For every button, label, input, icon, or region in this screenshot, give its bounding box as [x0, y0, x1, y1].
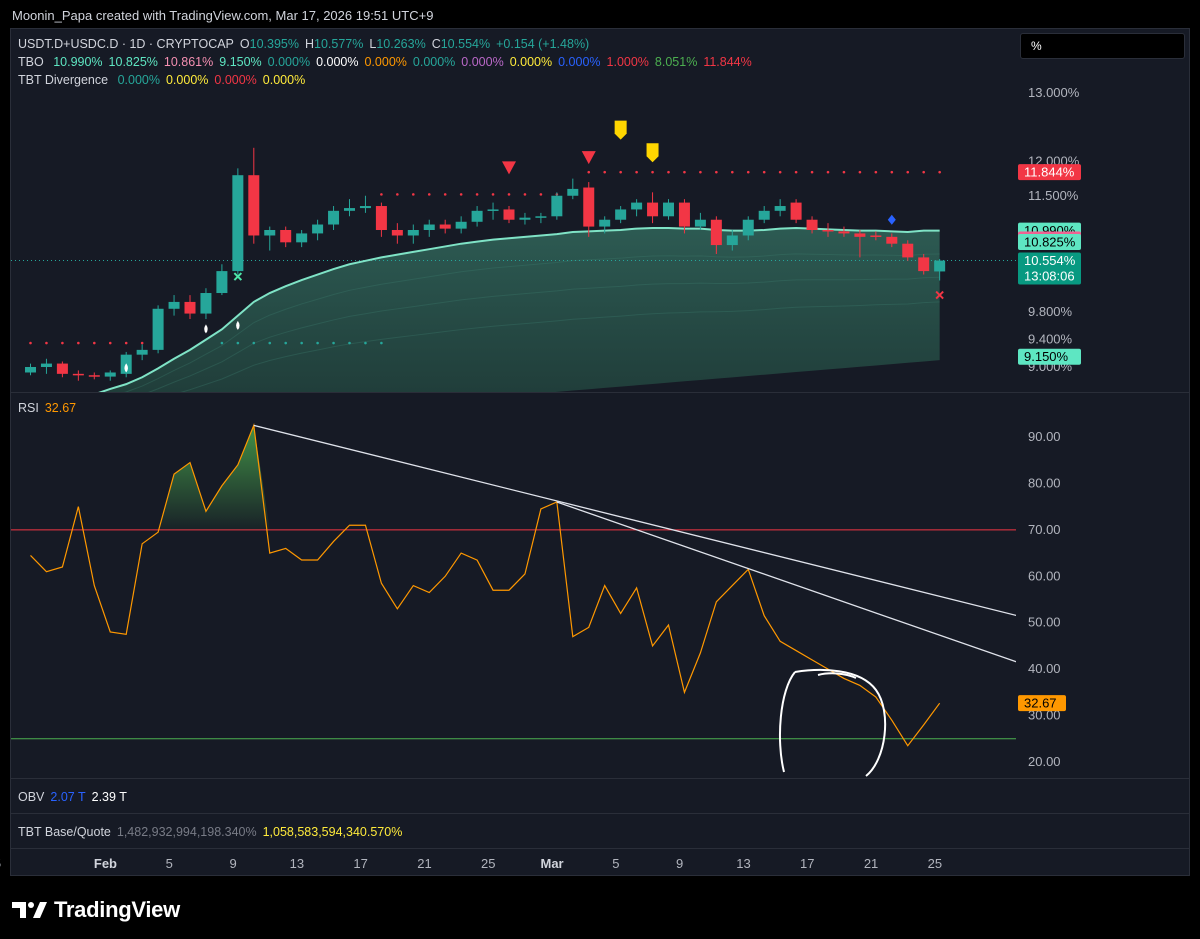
tbo-value-1: 10.825%: [108, 55, 158, 69]
tbo-value-5: 0.000%: [316, 55, 359, 69]
rsi-name[interactable]: RSI: [18, 401, 39, 415]
tbo-value-2: 10.861%: [163, 55, 214, 69]
close-value: 10.554%: [440, 37, 491, 51]
tbo-value-7: 0.000%: [412, 55, 456, 69]
main-legend[interactable]: USDT.D+USDC.D · 1D · CRYPTOCAP O10.395% H1…: [18, 37, 595, 51]
tbo-value-0: 10.990%: [53, 55, 103, 69]
obv-legend[interactable]: OBV 2.07 T 2.39 T: [18, 790, 133, 804]
tradingview-logo-icon: [12, 902, 47, 918]
divergence-name[interactable]: TBT Divergence: [18, 73, 109, 87]
scale-mode-button[interactable]: %: [1020, 33, 1185, 59]
base-quote-name[interactable]: TBT Base/Quote: [18, 825, 111, 839]
pane-separator-time-axis: [11, 848, 1189, 849]
rsi-legend[interactable]: RSI 32.67: [18, 401, 82, 415]
low-label: L: [369, 37, 377, 51]
chart-caption: Moonin_Papa created with TradingView.com…: [12, 8, 434, 23]
divergence-value-3: 0.000%: [262, 73, 306, 87]
high-label: H: [305, 37, 315, 51]
base-quote-legend[interactable]: TBT Base/Quote 1,482,932,994,198.340% 1,05…: [18, 825, 408, 839]
rsi-value: 32.67: [44, 401, 77, 415]
tbo-value-3: 9.150%: [219, 55, 262, 69]
tbo-legend[interactable]: TBO 10.990% 10.825% 10.861% 9.150% 0.000% 0.0…: [18, 55, 758, 69]
pane-separator-rsi[interactable]: [11, 392, 1189, 393]
obv-value-1: 2.07 T: [50, 790, 86, 804]
low-value: 10.263%: [376, 37, 426, 51]
time-tick-label: 25: [0, 856, 1, 871]
tbt-divergence-legend[interactable]: TBT Divergence 0.000% 0.000% 0.000% 0.000%: [18, 73, 311, 87]
tbo-value-11: 1.000%: [606, 55, 649, 69]
scale-mode-label: %: [1031, 39, 1042, 53]
base-quote-value-2: 1,058,583,594,340.570%: [262, 825, 403, 839]
tradingview-logo: TradingView: [12, 897, 180, 923]
chart-frame[interactable]: [10, 28, 1190, 876]
tbo-value-9: 0.000%: [509, 55, 553, 69]
high-value: 10.577%: [314, 37, 364, 51]
symbol-label[interactable]: USDT.D+USDC.D · 1D · CRYPTOCAP: [18, 37, 234, 51]
tbo-value-13: 11.844%: [703, 55, 752, 69]
tbo-value-4: 0.000%: [267, 55, 311, 69]
divergence-value-2: 0.000%: [214, 73, 257, 87]
close-label: C: [431, 37, 441, 51]
tbo-value-6: 0.000%: [364, 55, 407, 69]
tbo-value-8: 0.000%: [461, 55, 504, 69]
pane-separator-base-quote[interactable]: [11, 813, 1189, 814]
open-label: O: [239, 37, 250, 51]
open-value: 10.395%: [249, 37, 299, 51]
pane-separator-obv[interactable]: [11, 778, 1189, 779]
obv-value-2: 2.39 T: [91, 790, 127, 804]
tbo-value-12: 8.051%: [654, 55, 698, 69]
divergence-value-1: 0.000%: [165, 73, 209, 87]
tbo-value-10: 0.000%: [558, 55, 601, 69]
tbo-name[interactable]: TBO: [18, 55, 44, 69]
change-value: +0.154 (+1.48%): [496, 37, 590, 51]
tradingview-wordmark: TradingView: [54, 897, 180, 922]
obv-name[interactable]: OBV: [18, 790, 45, 804]
base-quote-value-1: 1,482,932,994,198.340%: [116, 825, 257, 839]
divergence-value-0: 0.000%: [117, 73, 160, 87]
